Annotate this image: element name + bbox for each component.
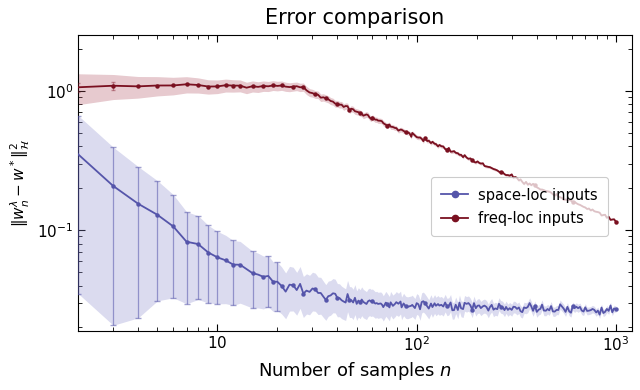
Y-axis label: $\| w_n^\lambda - w^* \|^2_\mathcal{H}$: $\| w_n^\lambda - w^* \|^2_\mathcal{H}$: [8, 139, 31, 227]
X-axis label: Number of samples $n$: Number of samples $n$: [258, 360, 452, 382]
Legend: space-loc inputs, freq-loc inputs: space-loc inputs, freq-loc inputs: [431, 177, 608, 236]
Title: Error comparison: Error comparison: [266, 8, 445, 28]
